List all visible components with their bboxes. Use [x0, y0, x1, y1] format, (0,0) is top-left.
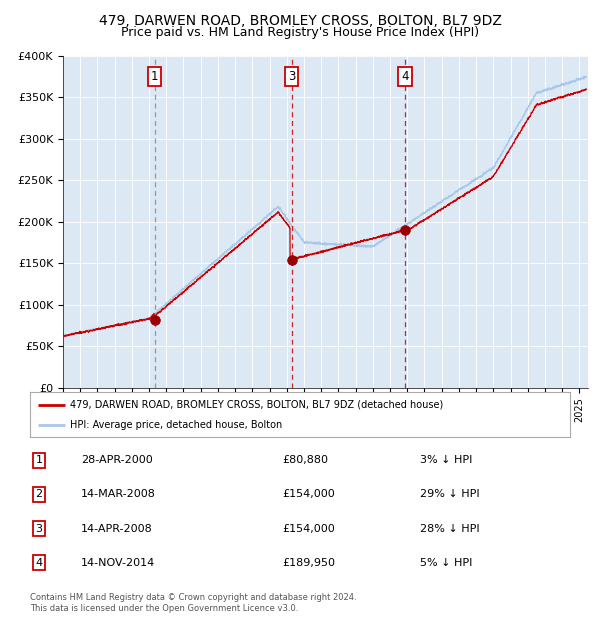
- Text: 5% ↓ HPI: 5% ↓ HPI: [420, 557, 472, 568]
- Text: £189,950: £189,950: [282, 557, 335, 568]
- Text: 4: 4: [35, 557, 43, 568]
- Text: £154,000: £154,000: [282, 523, 335, 534]
- Text: £154,000: £154,000: [282, 489, 335, 500]
- Text: 1: 1: [151, 70, 158, 83]
- Text: 479, DARWEN ROAD, BROMLEY CROSS, BOLTON, BL7 9DZ (detached house): 479, DARWEN ROAD, BROMLEY CROSS, BOLTON,…: [71, 399, 444, 410]
- Text: 14-MAR-2008: 14-MAR-2008: [81, 489, 156, 500]
- Text: HPI: Average price, detached house, Bolton: HPI: Average price, detached house, Bolt…: [71, 420, 283, 430]
- Text: 2: 2: [35, 489, 43, 500]
- Text: £80,880: £80,880: [282, 455, 328, 466]
- Text: 28% ↓ HPI: 28% ↓ HPI: [420, 523, 479, 534]
- Text: 1: 1: [35, 455, 43, 466]
- Text: 4: 4: [401, 70, 409, 83]
- Text: Contains HM Land Registry data © Crown copyright and database right 2024.
This d: Contains HM Land Registry data © Crown c…: [30, 593, 356, 613]
- Text: 3: 3: [35, 523, 43, 534]
- Text: 479, DARWEN ROAD, BROMLEY CROSS, BOLTON, BL7 9DZ: 479, DARWEN ROAD, BROMLEY CROSS, BOLTON,…: [98, 14, 502, 28]
- Text: Price paid vs. HM Land Registry's House Price Index (HPI): Price paid vs. HM Land Registry's House …: [121, 26, 479, 39]
- Text: 14-APR-2008: 14-APR-2008: [81, 523, 153, 534]
- Text: 29% ↓ HPI: 29% ↓ HPI: [420, 489, 479, 500]
- Text: 3: 3: [288, 70, 295, 83]
- Text: 28-APR-2000: 28-APR-2000: [81, 455, 153, 466]
- Text: 3% ↓ HPI: 3% ↓ HPI: [420, 455, 472, 466]
- Text: 14-NOV-2014: 14-NOV-2014: [81, 557, 155, 568]
